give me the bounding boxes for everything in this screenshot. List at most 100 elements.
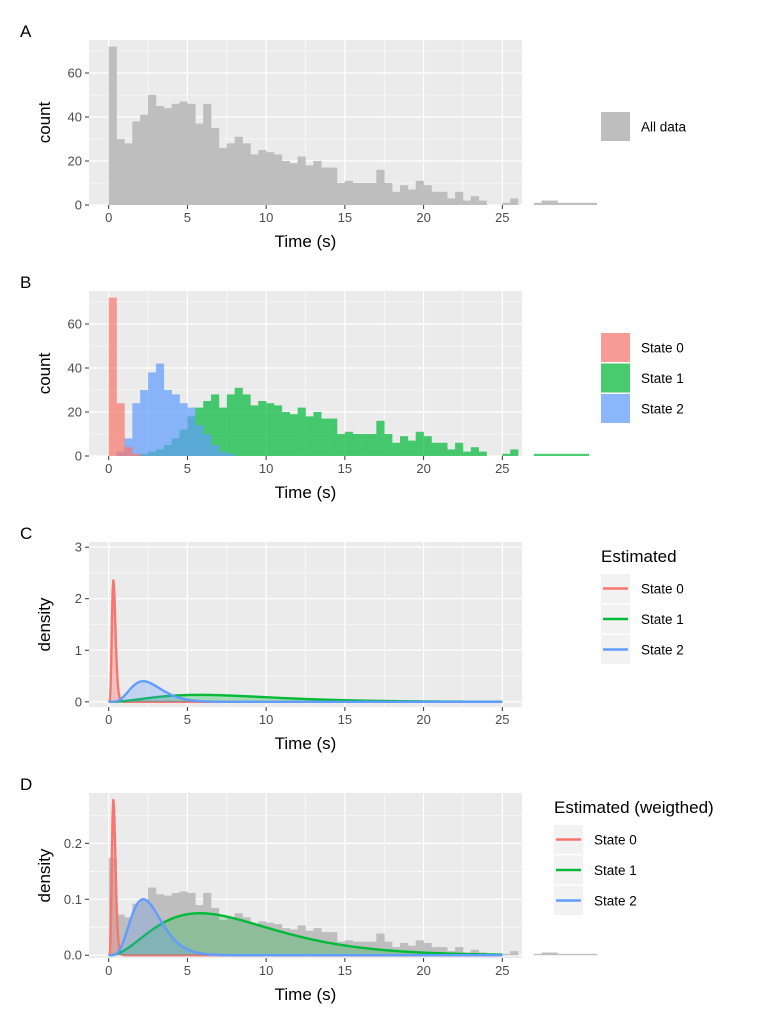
histogram-bar xyxy=(258,401,267,456)
legend-key-swatch xyxy=(601,363,630,393)
histogram-bar xyxy=(407,189,417,205)
histogram-bar xyxy=(431,947,440,956)
x-tick-label: 0 xyxy=(105,210,112,225)
y-axis: 0.0 0.1 0.2 density xyxy=(35,836,89,963)
histogram-bar xyxy=(305,930,314,956)
legend: Estimated State 0 State 1 State 2 xyxy=(601,547,684,664)
x-tick-label: 20 xyxy=(416,461,430,476)
histogram-bar xyxy=(108,46,117,205)
histogram-bar xyxy=(478,451,487,456)
histogram-bar xyxy=(510,951,519,956)
x-tick-label: 15 xyxy=(338,210,352,225)
histogram-bar xyxy=(376,933,385,956)
histogram-bar xyxy=(510,449,519,456)
histogram-bar xyxy=(352,183,361,205)
legend-entry: State 1 xyxy=(601,363,684,393)
histogram-bar xyxy=(557,453,566,456)
histogram-bar xyxy=(588,953,598,956)
histogram-bar xyxy=(234,136,243,205)
panel-letter: B xyxy=(20,273,31,292)
histogram-bar xyxy=(549,453,558,456)
histogram-bar xyxy=(289,929,298,956)
histogram-bar xyxy=(148,887,157,956)
y-tick-label: 20 xyxy=(68,405,82,420)
histogram-bar xyxy=(108,297,117,456)
histogram-bar xyxy=(289,414,298,456)
gridlines xyxy=(89,793,522,958)
histogram-bar xyxy=(281,928,291,956)
series-state-0 xyxy=(108,297,141,456)
panel-d: D 0 5 10 15 20 25 Time (s) 0.0 0.1 0.2 density Estim… xyxy=(20,775,714,1004)
x-tick-label: 20 xyxy=(416,963,430,978)
panel-letter: A xyxy=(20,22,32,41)
histogram-bar xyxy=(321,932,330,956)
histogram-bar xyxy=(163,390,172,456)
curve-state-2 xyxy=(108,898,503,957)
histogram-bar xyxy=(423,943,432,956)
histogram-bar xyxy=(455,442,464,456)
x-axis-title: Time (s) xyxy=(275,985,337,1004)
legend-key-swatch xyxy=(601,333,630,362)
histogram-bar xyxy=(392,191,401,205)
series-state-1 xyxy=(140,387,590,456)
histogram-bar xyxy=(289,163,298,205)
histogram-bar xyxy=(124,143,133,205)
histogram-bar xyxy=(195,905,204,956)
legend-title: Estimated (weigthed) xyxy=(554,798,714,817)
histogram-bar xyxy=(470,196,479,205)
histogram-bar xyxy=(218,147,228,205)
histogram-bar xyxy=(368,183,377,205)
histogram-bar xyxy=(557,953,566,956)
histogram-bar xyxy=(242,143,251,205)
legend-entry: All data xyxy=(601,112,687,141)
histogram-bar xyxy=(179,891,188,956)
histogram-bar xyxy=(399,185,409,205)
histogram-bar xyxy=(266,152,275,205)
histogram-bar xyxy=(344,940,354,956)
legend-label: State 2 xyxy=(594,894,637,909)
x-tick-label: 25 xyxy=(495,963,509,978)
histogram-bar xyxy=(549,200,558,205)
x-axis-title: Time (s) xyxy=(275,734,337,753)
legend-label: State 0 xyxy=(594,833,637,848)
histogram-bar xyxy=(132,903,141,956)
x-tick-label: 5 xyxy=(184,963,191,978)
density-area xyxy=(108,913,503,956)
y-tick-label: 1 xyxy=(75,643,82,658)
histogram-bar xyxy=(329,418,338,456)
histogram-bar xyxy=(455,947,464,956)
histogram-bar xyxy=(384,183,393,205)
legend-entry: State 0 xyxy=(554,825,637,854)
x-tick-label: 5 xyxy=(184,461,191,476)
histogram-bar xyxy=(163,895,172,956)
histogram-bar xyxy=(187,407,196,456)
legend-entry: State 2 xyxy=(601,394,684,423)
histogram-bar xyxy=(502,202,511,205)
y-tick-label: 0 xyxy=(75,198,82,213)
legend-entry: State 1 xyxy=(554,855,637,885)
histogram-bar xyxy=(116,139,125,205)
histogram-bar xyxy=(541,952,550,956)
y-tick-label: 40 xyxy=(68,361,82,376)
histogram-bar xyxy=(140,899,149,956)
histogram-bar xyxy=(297,925,306,956)
histogram-bar xyxy=(211,445,220,456)
histogram-bar xyxy=(226,917,235,956)
histogram-bar xyxy=(258,921,267,956)
x-axis: 0 5 10 15 20 25 Time (s) xyxy=(105,205,510,251)
histogram-bar xyxy=(384,941,393,956)
y-tick-label: 20 xyxy=(68,154,82,169)
histogram-bar xyxy=(218,407,228,456)
x-tick-label: 10 xyxy=(259,210,273,225)
histogram-bar xyxy=(431,191,440,205)
series-state-2 xyxy=(116,363,235,456)
x-tick-label: 10 xyxy=(259,963,273,978)
histogram-bar xyxy=(368,434,377,456)
y-tick-label: 60 xyxy=(68,317,82,332)
y-tick-label: 60 xyxy=(68,66,82,81)
histogram-bar xyxy=(533,453,542,456)
histogram-bar xyxy=(399,943,409,956)
histogram-bar xyxy=(321,167,330,205)
x-tick-label: 0 xyxy=(105,963,112,978)
